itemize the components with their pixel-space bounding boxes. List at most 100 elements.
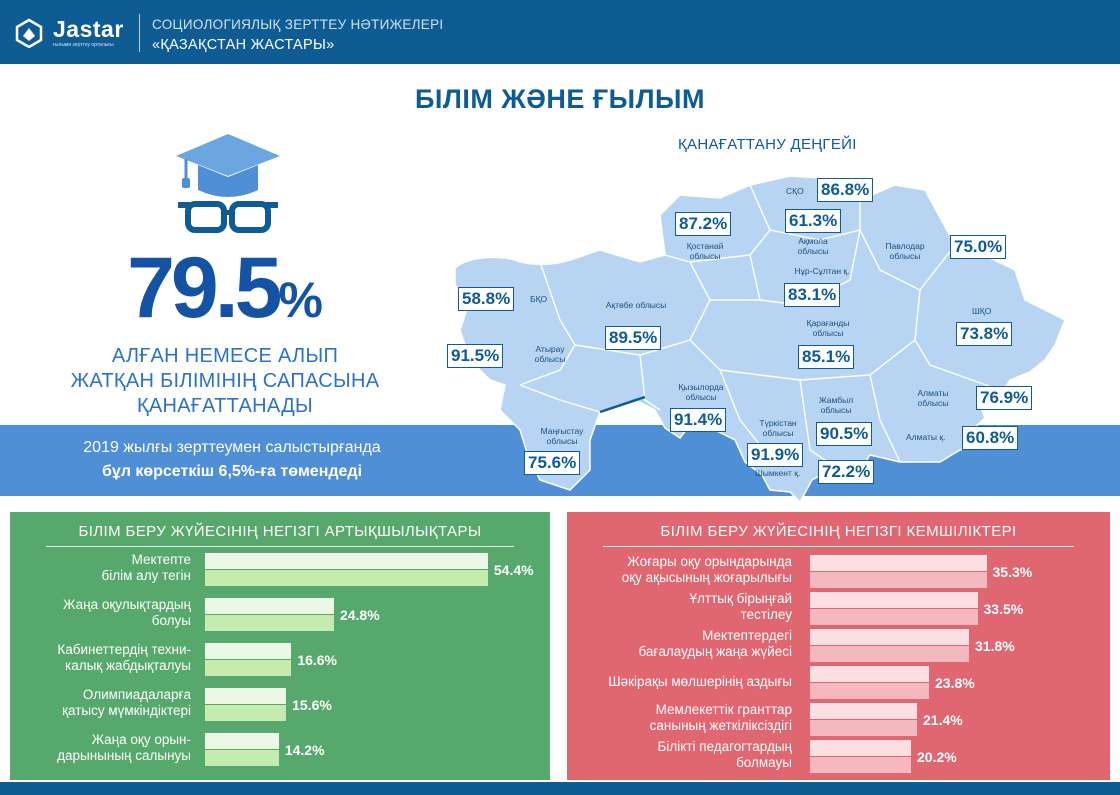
headline-caption-line: ЖАТҚАН БІЛІМІНІҢ САПАСЫНА bbox=[70, 370, 380, 392]
region-value: 91.4% bbox=[670, 408, 727, 432]
logo-subtitle: ғылыми зерттеу орталығы bbox=[53, 42, 114, 48]
header-subtitle: СОЦИОЛОГИЯЛЫҚ ЗЕРТТЕУ НӘТИЖЕЛЕРІ bbox=[152, 17, 444, 32]
bar-label-line: Жаңа оқулықтардың bbox=[63, 597, 191, 612]
bar-label-line: бағалаудың жаңа жүйесі bbox=[638, 644, 792, 659]
bar bbox=[810, 740, 911, 773]
region-name: Қостанай облысы bbox=[686, 241, 724, 261]
bar-label-line: болмауы bbox=[736, 755, 792, 770]
bar-label: Жаңа оқулықтардың болуы bbox=[10, 597, 191, 629]
advantages-title: БІЛІМ БЕРУ ЖҮЙЕСІНІҢ НЕГІЗГІ АРТЫҚШЫЛЫҚТ… bbox=[78, 523, 482, 540]
bar bbox=[205, 643, 292, 676]
bar-label-line: Шәкірақы мөлшерінің аздығы bbox=[608, 674, 792, 689]
region-name: Түркістан облысы bbox=[759, 418, 797, 438]
comparison-line: 2019 жылғы зерттеумен салыстырғанда bbox=[83, 439, 381, 456]
region-name: Алматы қ. bbox=[906, 432, 946, 442]
bar-segment bbox=[205, 643, 292, 659]
region-value: 87.2% bbox=[675, 212, 732, 236]
comparison-line-bold: бұл көрсеткіш 6,5%-ға төмендеді bbox=[101, 463, 363, 480]
bar bbox=[810, 592, 978, 625]
bar-segment bbox=[205, 553, 488, 569]
region-name: Қарағанды облысы bbox=[806, 318, 850, 338]
bar-segment bbox=[205, 660, 292, 676]
jastar-logo-icon bbox=[15, 18, 43, 48]
disadvantages-panel: БІЛІМ БЕРУ ЖҮЙЕСІНІҢ НЕГІЗГІ КЕМШІЛІКТЕР… bbox=[567, 512, 1110, 780]
region-value: 83.1% bbox=[784, 283, 841, 307]
bar-label: Жоғары оқу орындарында оқу ақысының жоғар… bbox=[567, 554, 792, 586]
bar-segment bbox=[205, 615, 334, 631]
region-name: Павлодар облысы bbox=[885, 241, 925, 261]
bar-row: Мемлекеттік гранттар санының жеткіліксізд… bbox=[567, 702, 1110, 738]
bar-segment bbox=[205, 570, 488, 586]
bar-label-line: оқу ақысының жоғарылығы bbox=[621, 570, 792, 585]
bar-label: Білікті педагогтардың болмауы bbox=[567, 739, 792, 771]
headline-caption: АЛҒАН НЕМЕСЕ АЛЫП ЖАТҚАН БІЛІМІНІҢ САПАС… bbox=[40, 344, 410, 419]
bar-row: Білікті педагогтардың болмауы 20.2% bbox=[567, 739, 1110, 775]
bar-row: Олимпиадаларға қатысу мүмкіндіктері 15.6% bbox=[10, 687, 550, 723]
region-name: Нұр-Сұлтан қ. bbox=[794, 266, 850, 276]
page-title: БІЛІМ ЖӘНЕ ҒЫЛЫМ bbox=[415, 84, 705, 114]
region-name: Атырау облысы bbox=[534, 344, 566, 364]
bar-label-line: Білікті педагогтардың bbox=[657, 739, 792, 754]
headline-value: 79.5% bbox=[40, 245, 410, 331]
region-value: 89.5% bbox=[605, 326, 662, 350]
bar-segment bbox=[205, 688, 287, 704]
headline-caption-line: ҚАНАҒАТТАНАДЫ bbox=[136, 395, 314, 417]
headline-unit: % bbox=[278, 272, 323, 328]
bar-label: Мектептердегі бағалаудың жаңа жүйесі bbox=[567, 628, 792, 660]
region-value: 73.8% bbox=[956, 322, 1013, 346]
region-name: Шымкент қ. bbox=[755, 468, 801, 478]
bar-label: Кабинеттердің техни-калық жабдықталуы bbox=[10, 642, 191, 674]
bar-label-line: тестілеу bbox=[740, 607, 792, 622]
bar-segment bbox=[810, 683, 929, 699]
bar-segment bbox=[205, 705, 287, 721]
bar-row: Ұлттық бірыңғай тестілеу 33.5% bbox=[567, 591, 1110, 627]
bar-label: Олимпиадаларға қатысу мүмкіндіктері bbox=[10, 687, 191, 719]
bar bbox=[205, 733, 279, 766]
bar-label: Мемлекеттік гранттар санының жеткіліксізд… bbox=[567, 702, 792, 734]
bar-segment bbox=[205, 598, 334, 614]
bar-label: Мектепте білім алу тегін bbox=[10, 552, 191, 584]
bar-row: Жаңа оқу орын-дарынының салынуы 14.2% bbox=[10, 732, 550, 768]
header-title: «ҚАЗАҚСТАН ЖАСТАРЫ» bbox=[152, 37, 335, 53]
bar-row: Мектептердегі бағалаудың жаңа жүйесі 31.8% bbox=[567, 628, 1110, 664]
header-divider bbox=[139, 14, 140, 52]
bar-row: Кабинеттердің техни-калық жабдықталуы 16.… bbox=[10, 642, 550, 678]
headline-number: 79.5 bbox=[127, 240, 282, 336]
bar-segment bbox=[810, 609, 978, 625]
logo-text: Jastar bbox=[53, 16, 124, 42]
region-name: ШҚО bbox=[972, 306, 992, 316]
bar bbox=[810, 703, 917, 736]
bar-label-line: болуы bbox=[151, 613, 191, 628]
bar-value-label: 54.4% bbox=[493, 562, 534, 578]
region-name: Ақмола облысы bbox=[797, 236, 829, 256]
bar-value-label: 35.3% bbox=[992, 564, 1033, 580]
bar-segment bbox=[810, 740, 911, 756]
region-value: 61.3% bbox=[785, 209, 842, 233]
bar-label-line: қатысу мүмкіндіктері bbox=[62, 703, 191, 718]
bar-label-line: Ұлттық бірыңғай bbox=[689, 591, 792, 606]
advantages-panel: БІЛІМ БЕРУ ЖҮЙЕСІНІҢ НЕГІЗГІ АРТЫҚШЫЛЫҚТ… bbox=[10, 512, 550, 780]
bar-label-line: дарынының салынуы bbox=[57, 748, 191, 763]
comparison-note: 2019 жылғы зерттеумен салыстырғанда бұл … bbox=[12, 436, 452, 484]
region-value: 72.2% bbox=[818, 460, 875, 484]
region-value: 76.9% bbox=[976, 386, 1033, 410]
headline-caption-line: АЛҒАН НЕМЕСЕ АЛЫП bbox=[111, 345, 339, 367]
bar bbox=[810, 666, 929, 699]
bar bbox=[205, 598, 334, 631]
bar-value-label: 23.8% bbox=[935, 675, 975, 691]
region-name: Жамбыл облысы bbox=[818, 395, 854, 415]
bar-row: Жаңа оқулықтардың болуы 24.8% bbox=[10, 597, 550, 633]
bar-segment bbox=[810, 720, 917, 736]
region-value: 75.6% bbox=[524, 451, 581, 475]
bar-segment bbox=[810, 555, 987, 571]
bar-label: Жаңа оқу орын-дарынының салынуы bbox=[10, 732, 191, 764]
bar-value-label: 15.6% bbox=[292, 697, 332, 713]
bar-segment bbox=[810, 703, 917, 719]
bar-label: Шәкірақы мөлшерінің аздығы bbox=[567, 674, 792, 690]
bar-label-line: Жаңа оқу орын- bbox=[91, 732, 191, 747]
bar-value-label: 33.5% bbox=[983, 601, 1024, 617]
region-name: Ақтөбе облысы bbox=[605, 300, 667, 310]
bar-segment bbox=[810, 646, 969, 662]
map-title: ҚАНАҒАТТАНУ ДЕҢГЕЙІ bbox=[678, 136, 857, 153]
bar-label-line: Жоғары оқу орындарында bbox=[627, 554, 792, 569]
